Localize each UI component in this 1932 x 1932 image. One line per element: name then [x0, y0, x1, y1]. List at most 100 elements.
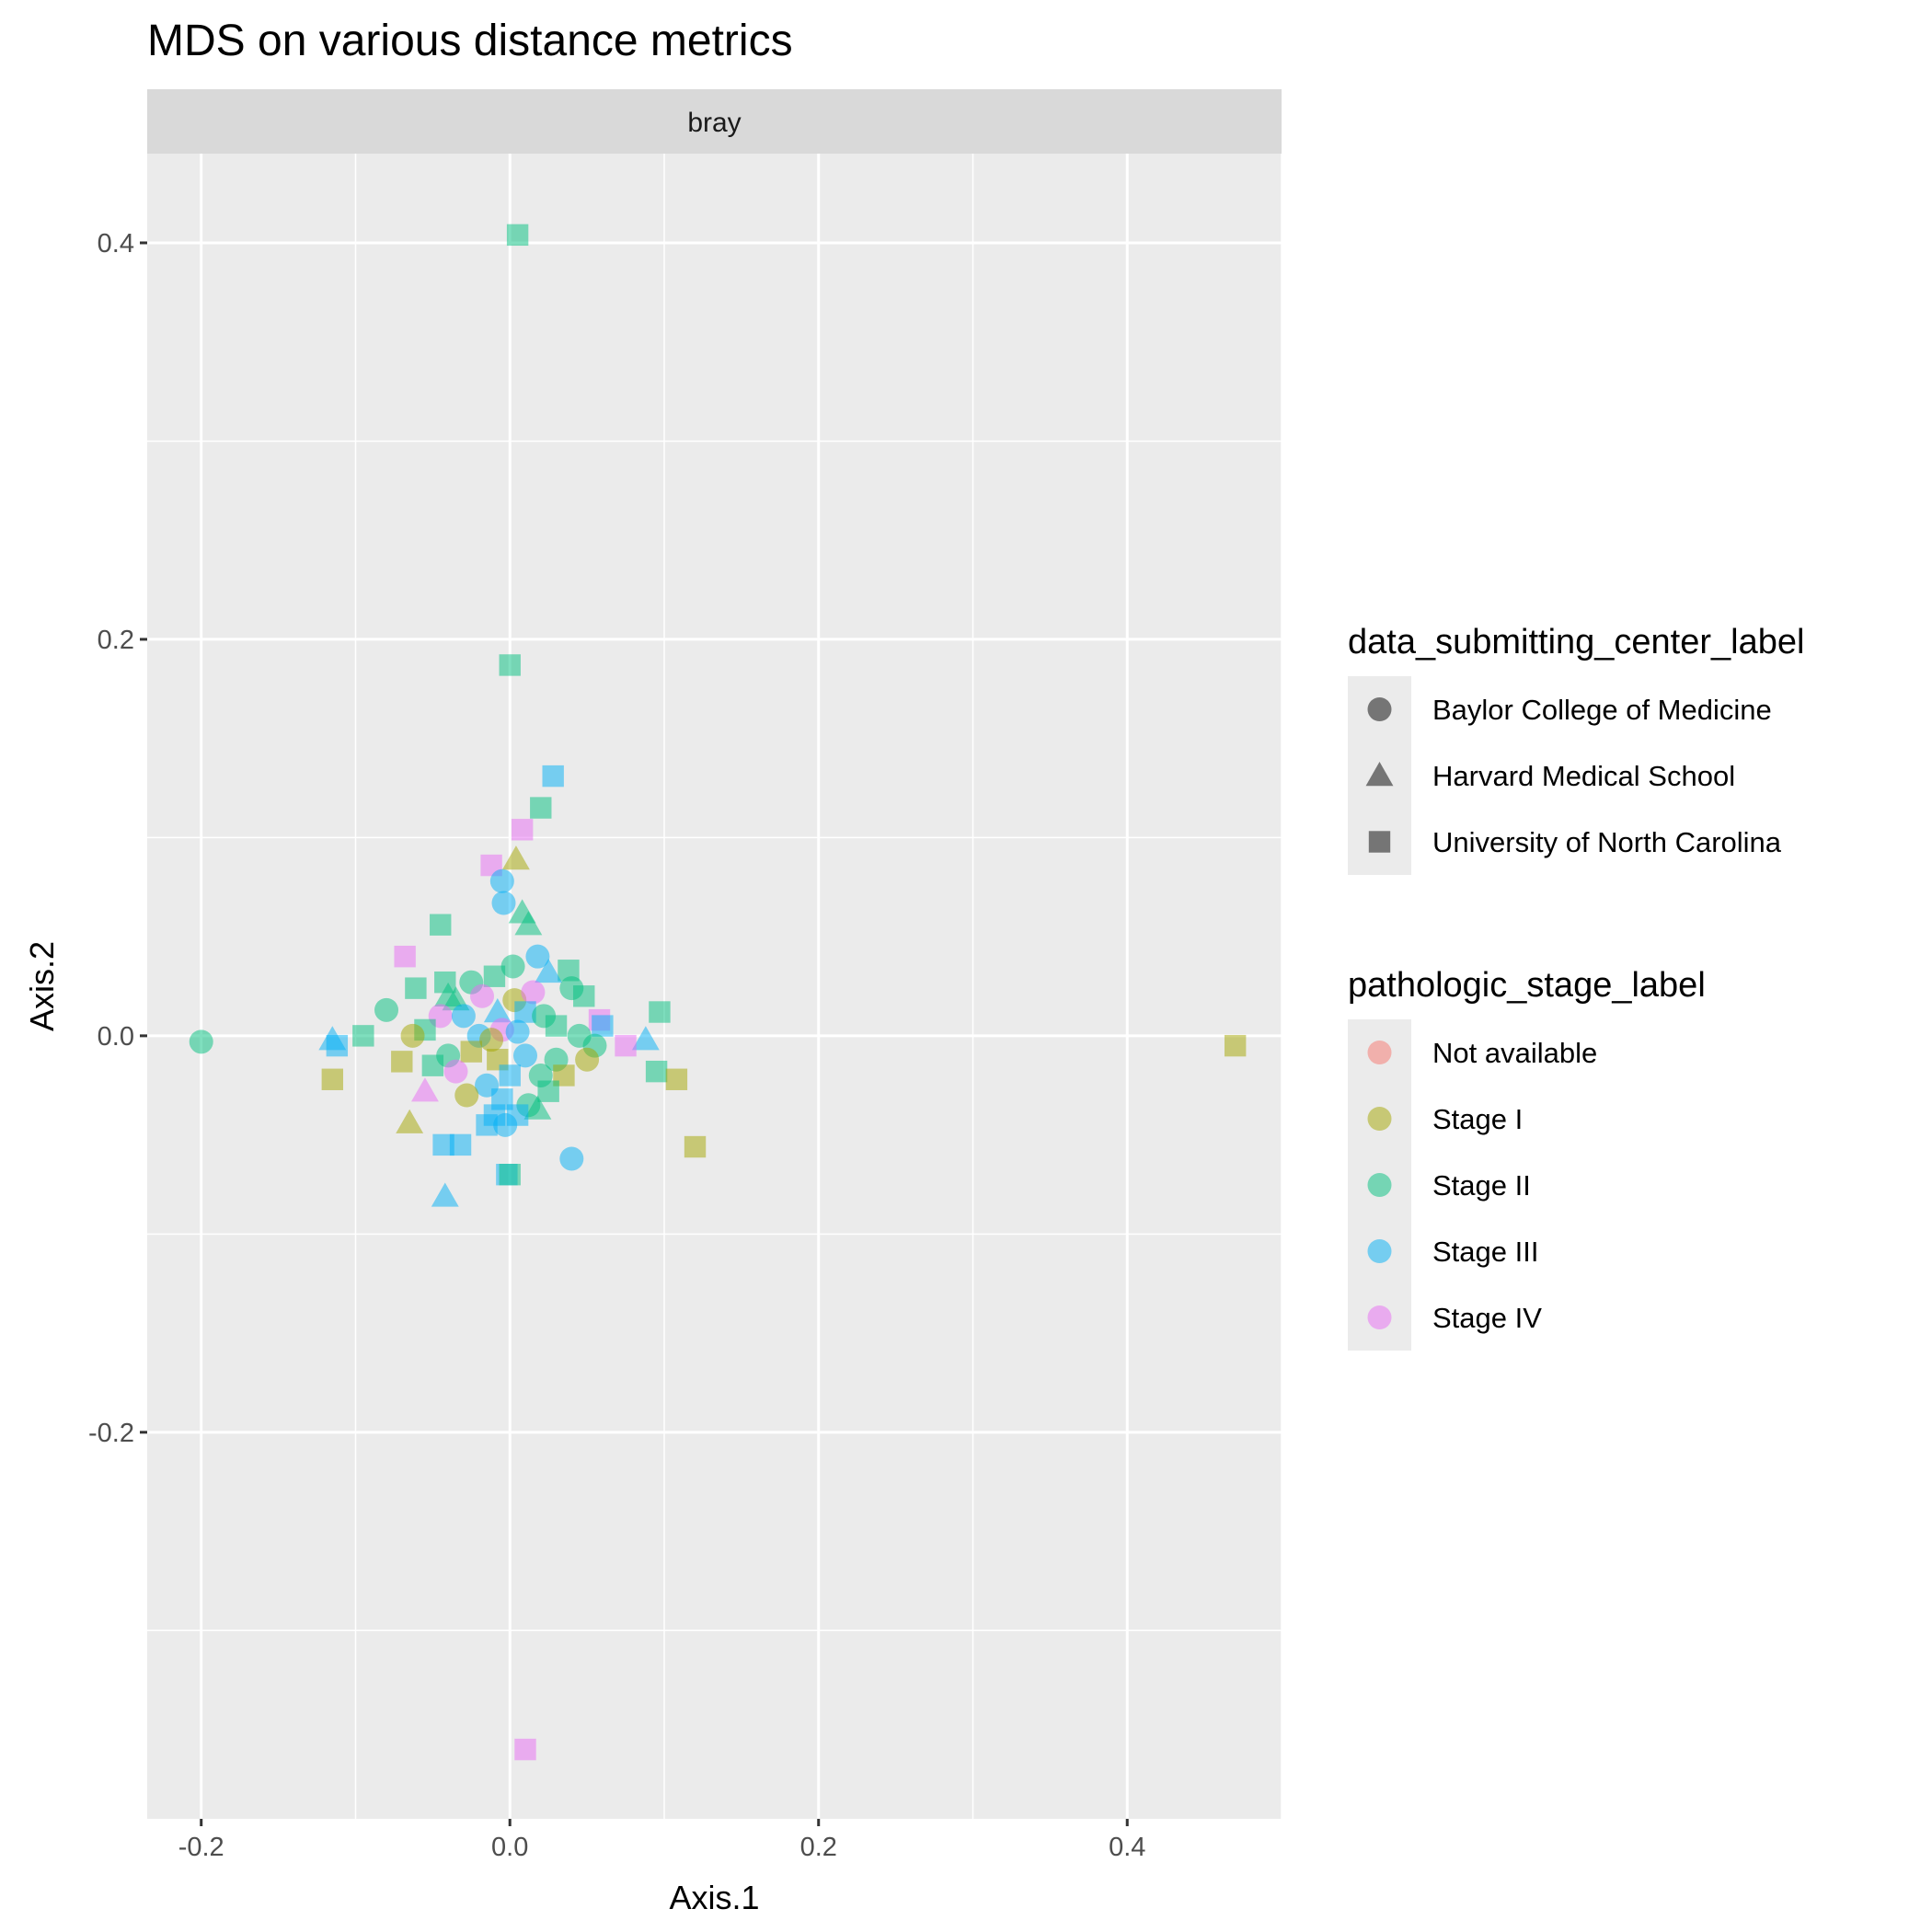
legend-title: pathologic_stage_label [1348, 966, 1706, 1005]
data-point [493, 1112, 518, 1137]
data-point [352, 1025, 374, 1047]
data-point [523, 1095, 552, 1120]
data-point [684, 1135, 707, 1158]
legend-key-color [1367, 1305, 1392, 1329]
data-point [405, 977, 427, 999]
data-point [511, 819, 534, 841]
y-tick-label: -0.2 [88, 1419, 134, 1448]
data-point [573, 985, 595, 1007]
data-point [649, 1001, 671, 1023]
data-point [545, 1015, 568, 1037]
legend-pathologic-stage: pathologic_stage_label Not available Stage… [1348, 966, 1706, 1351]
data-point [559, 1146, 584, 1171]
legend-key-color [1367, 1107, 1392, 1131]
data-point [499, 654, 521, 676]
legend-data-submitting-center: data_submitting_center_label Baylor Colle… [1348, 623, 1804, 875]
data-point [449, 1133, 472, 1156]
x-tick-label: 0.2 [800, 1833, 837, 1862]
data-point [645, 1060, 668, 1083]
data-point [326, 1034, 349, 1057]
data-point [460, 1041, 482, 1063]
data-point [521, 980, 546, 1005]
data-point [431, 1182, 459, 1207]
facet-label: bray [687, 108, 741, 138]
data-point [514, 1738, 536, 1761]
data-point [396, 1109, 424, 1133]
legend-key-circle [1367, 697, 1392, 721]
data-point [514, 911, 543, 936]
y-tick-label: 0.0 [98, 1022, 134, 1052]
data-points [189, 224, 1247, 1761]
x-tick-label: -0.2 [178, 1833, 224, 1862]
data-point [476, 1114, 498, 1136]
data-point [631, 1026, 660, 1051]
data-point [537, 1080, 559, 1102]
data-point [525, 944, 550, 969]
grid-major [147, 154, 1282, 1819]
data-point [470, 983, 495, 1008]
data-point [542, 765, 564, 788]
data-point [491, 891, 516, 915]
y-axis-label: Axis.2 [23, 941, 61, 1031]
data-point [513, 1043, 537, 1068]
data-point [501, 845, 530, 870]
legend-entry-label: Baylor College of Medicine [1432, 694, 1772, 726]
data-point [665, 1068, 688, 1090]
x-tick-label: 0.0 [491, 1833, 528, 1862]
data-point [514, 1001, 536, 1023]
legend-entry-label: Stage II [1432, 1169, 1531, 1202]
data-point [1224, 1034, 1247, 1057]
data-point [499, 1064, 521, 1087]
data-point [505, 1019, 530, 1044]
x-axis-label: Axis.1 [669, 1879, 759, 1916]
data-point [506, 224, 529, 247]
legend-key-square [1368, 831, 1391, 853]
data-point [400, 1023, 425, 1048]
data-point [483, 998, 512, 1023]
data-point [558, 960, 580, 982]
data-point [530, 797, 552, 819]
data-point [321, 1068, 344, 1090]
legend-entry-label: University of North Carolina [1432, 826, 1782, 858]
data-point [535, 958, 563, 983]
legend-key-color [1367, 1173, 1392, 1197]
data-point [374, 997, 399, 1022]
grid-minor [147, 154, 1282, 1819]
data-point [451, 1004, 476, 1029]
data-point [411, 1077, 439, 1102]
legend-title: data_submitting_center_label [1348, 623, 1804, 661]
data-point [479, 1028, 504, 1052]
legend-key-color [1367, 1041, 1392, 1064]
data-point [489, 868, 514, 893]
data-point [483, 965, 506, 987]
legend-key-triangle [1365, 762, 1394, 787]
data-point [394, 945, 416, 968]
legend-entry-label: Stage I [1432, 1103, 1523, 1135]
facet-strip [147, 89, 1282, 154]
data-point [499, 1164, 521, 1186]
data-point [189, 1029, 213, 1054]
legend-entry-label: Stage III [1432, 1236, 1538, 1268]
data-point [454, 1083, 479, 1108]
x-tick-label: 0.4 [1109, 1833, 1145, 1862]
chart-title: MDS on various distance metrics [147, 17, 793, 65]
data-point [500, 954, 525, 979]
x-axis: -0.2 0.0 0.2 0.4 [178, 1819, 1145, 1862]
data-point [391, 1051, 413, 1073]
data-point [615, 1034, 637, 1057]
data-point [432, 1133, 454, 1156]
plot-panel [147, 154, 1282, 1819]
data-point [443, 1059, 468, 1084]
data-point [592, 1015, 614, 1037]
y-tick-label: 0.4 [98, 229, 134, 259]
legend-entry-label: Not available [1432, 1037, 1597, 1069]
data-point [430, 914, 452, 936]
legend-entry-label: Stage IV [1432, 1302, 1542, 1334]
y-axis: -0.2 0.0 0.2 0.4 [88, 229, 147, 1448]
legend-key-color [1367, 1239, 1392, 1263]
legend-entry-label: Harvard Medical School [1432, 760, 1735, 792]
y-tick-label: 0.2 [98, 626, 134, 655]
data-point [421, 1054, 444, 1076]
data-point [575, 1047, 600, 1072]
